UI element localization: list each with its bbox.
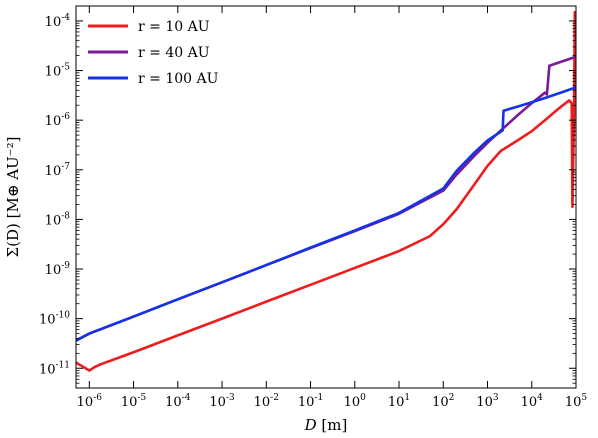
x-tick-label-base: 10	[521, 395, 538, 410]
x-tick-label-base: 10	[165, 395, 182, 410]
x-tick-label: 10-6	[77, 393, 103, 410]
y-tick-label: 10-10	[39, 311, 70, 328]
y-tick-label-exponent: -5	[61, 63, 70, 73]
x-tick-label-exponent: -4	[182, 393, 191, 403]
y-tick-label-base: 10	[45, 164, 62, 179]
legend-label-3: r = 100 AU	[138, 71, 219, 87]
x-axis-title-unit: [m]	[317, 416, 348, 434]
x-tick-label-exponent: 1	[404, 393, 410, 403]
x-tick-label-exponent: 3	[493, 393, 499, 403]
x-tick-label-exponent: 2	[449, 393, 455, 403]
x-tick-label: 10-1	[298, 393, 323, 410]
x-tick-label: 10-4	[165, 393, 191, 410]
series-line-3	[76, 86, 576, 342]
y-tick-label: 10-11	[39, 360, 70, 377]
x-tick-label-base: 10	[565, 395, 582, 410]
y-tick-label-exponent: -8	[61, 211, 70, 221]
series-layer	[76, 10, 576, 372]
x-tick-label: 105	[565, 393, 588, 410]
y-tick-label-base: 10	[45, 15, 62, 30]
y-tick-label-base: 10	[39, 362, 56, 377]
x-tick-label-exponent: 5	[581, 393, 587, 403]
x-tick-label-base: 10	[77, 395, 94, 410]
x-tick-label-exponent: 4	[537, 393, 543, 403]
y-tick-label: 10-7	[45, 162, 71, 179]
x-tick-label: 10-3	[209, 393, 235, 410]
x-tick-label: 10-2	[254, 393, 279, 410]
y-tick-label-base: 10	[45, 65, 62, 80]
x-tick-label-exponent: -3	[226, 393, 235, 403]
y-tick-label-exponent: -7	[61, 162, 70, 172]
x-tick-label-base: 10	[121, 395, 138, 410]
x-tick-label-exponent: -5	[137, 393, 146, 403]
x-tick-label-base: 10	[344, 395, 361, 410]
x-tick-label-exponent: -6	[93, 393, 102, 403]
x-tick-label-base: 10	[388, 395, 405, 410]
x-tick-label: 102	[432, 393, 454, 410]
x-tick-label-base: 10	[298, 395, 315, 410]
x-tick-label-exponent: -1	[314, 393, 323, 403]
x-axis-title: D [m]	[304, 416, 348, 434]
y-tick-label: 10-9	[45, 261, 71, 278]
y-tick-label: 10-5	[45, 63, 71, 80]
y-tick-label-base: 10	[45, 263, 62, 278]
plot-frame	[75, 5, 577, 389]
x-tick-label-exponent: 0	[360, 393, 366, 403]
y-tick-label-exponent: -10	[56, 311, 71, 321]
y-tick-label-exponent: -4	[61, 13, 70, 23]
y-tick-label: 10-8	[45, 211, 71, 228]
legend-label-2: r = 40 AU	[138, 45, 210, 61]
y-tick-label-exponent: -11	[56, 360, 71, 370]
x-tick-label: 100	[344, 393, 367, 410]
x-tick-label-base: 10	[209, 395, 226, 410]
y-axis-title: Σ(D) [M⊕ AU⁻²]	[4, 137, 22, 258]
y-tick-label: 10-6	[45, 112, 71, 129]
legend-label-1: r = 10 AU	[138, 19, 210, 35]
y-tick-label-base: 10	[45, 213, 62, 228]
x-tick-label: 103	[476, 393, 499, 410]
y-tick-label: 10-4	[45, 13, 71, 30]
x-axis-title-symbol: D	[304, 416, 317, 434]
plot-background	[76, 6, 576, 388]
x-tick-label-base: 10	[476, 395, 493, 410]
x-tick-label: 10-5	[121, 393, 147, 410]
tick-layer: 10-6 10-5 10-4 10-3 10-2 10-1 100 101 102 103 104 1…	[39, 5, 588, 410]
y-tick-label-exponent: -6	[61, 112, 70, 122]
series-line-1	[76, 10, 576, 372]
x-tick-label-base: 10	[432, 395, 449, 410]
x-tick-label-exponent: -2	[270, 393, 279, 403]
y-tick-label-base: 10	[39, 313, 56, 328]
x-tick-label-base: 10	[254, 395, 271, 410]
x-tick-label: 101	[388, 393, 410, 410]
legend: r = 10 AU r = 40 AU r = 100 AU	[88, 19, 219, 87]
y-tick-label-base: 10	[45, 114, 62, 129]
x-tick-label: 104	[521, 393, 544, 410]
y-tick-label-exponent: -9	[61, 261, 70, 271]
